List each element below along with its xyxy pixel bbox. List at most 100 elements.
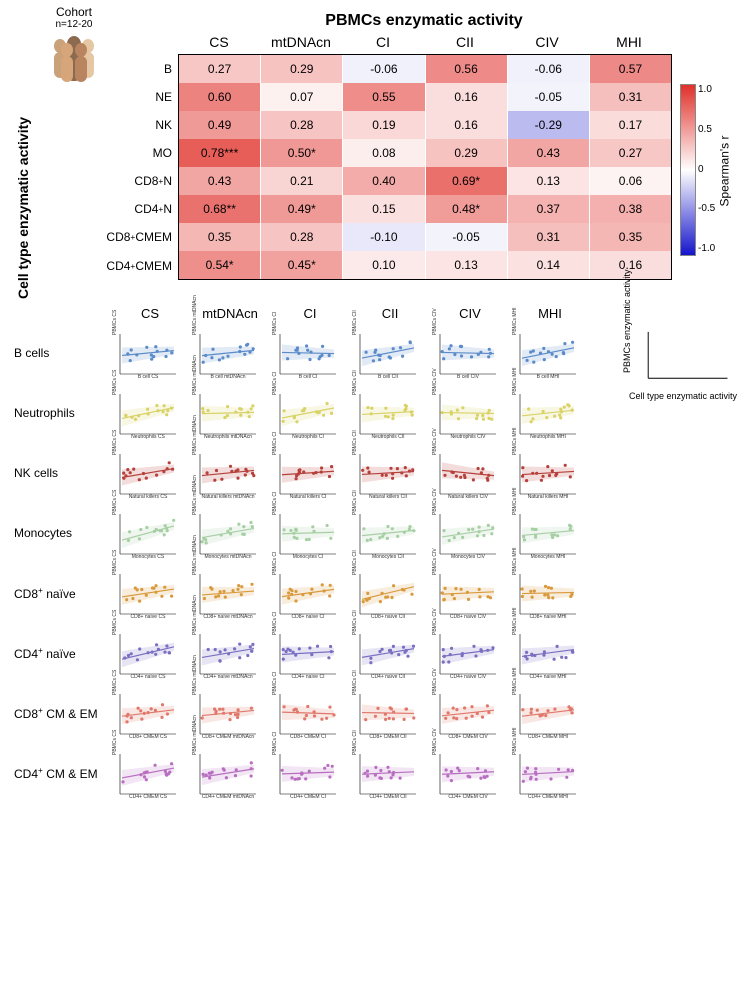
scatter-xlabel: Monocytes CIV <box>430 554 506 560</box>
heatmap-cell: 0.28 <box>260 111 342 139</box>
heatmap-cell: 0.10 <box>342 251 424 279</box>
scatter-ylabel: PBMCs MHI <box>512 308 518 336</box>
scatter-cell: CD4+ CMEM MHIPBMCs MHI <box>510 745 586 801</box>
scatter-xlabel: CD4+ CMEM CS <box>110 794 186 800</box>
scatter-cell: CD4+ CMEM CIPBMCs CI <box>270 745 346 801</box>
heatmap-row-label: NE <box>118 83 178 111</box>
scatter-xlabel: CD8+ naïve MHI <box>510 614 586 620</box>
scatter-xlabel: CD4+ naïve MHI <box>510 674 586 680</box>
heatmap-cell: 0.15 <box>342 195 424 223</box>
scatter-cell: Monocytes CIPBMCs CI <box>270 505 346 561</box>
heatmap-cell: 0.13 <box>507 167 589 195</box>
heatmap-cell: 0.43 <box>179 167 260 195</box>
scatter-cell: B cell CIVPBMCs CIV <box>430 325 506 381</box>
heatmap-cell: 0.17 <box>589 111 671 139</box>
scatter-cell: CD8+ naïve CIIPBMCs CII <box>350 565 426 621</box>
scatter-ylabel: PBMCs CI <box>272 612 278 635</box>
scatter-row-label: CD4+ naïve <box>0 645 110 661</box>
scatter-cell: CD4+ naïve CIIPBMCs CII <box>350 625 426 681</box>
scatter-col-header: CII <box>350 306 430 321</box>
scatter-xlabel: CD4+ naïve CII <box>350 674 426 680</box>
scatter-legend-x: Cell type enzymatic activity <box>628 391 738 401</box>
scatter-xlabel: Neutrophils CII <box>350 434 426 440</box>
scatter-cell: CD8+ naïve mtDNAcnPBMCs mtDNAcn <box>190 565 266 621</box>
heatmap-col-header: mtDNAcn <box>260 34 342 54</box>
scatter-xlabel: B cell CIV <box>430 374 506 380</box>
scatter-ylabel: PBMCs CI <box>272 312 278 335</box>
scatter-cell: CD8+ CMEM CIPBMCs CI <box>270 685 346 741</box>
scatter-xlabel: CD4+ naïve mtDNAcn <box>190 674 266 680</box>
scatter-xlabel: Monocytes MHI <box>510 554 586 560</box>
heatmap-cell: 0.50* <box>260 139 342 167</box>
scatter-ylabel: PBMCs CS <box>112 550 118 575</box>
scatter-xlabel: CD8+ CMEM CIV <box>430 734 506 740</box>
scatter-xlabel: CD8+ CMEM CS <box>110 734 186 740</box>
scatter-cell: CD8+ CMEM CSPBMCs CS <box>110 685 186 741</box>
scatter-row-label: Monocytes <box>0 526 110 540</box>
scatter-ylabel: PBMCs CII <box>352 370 358 395</box>
scatter-ylabel: PBMCs CI <box>272 372 278 395</box>
scatter-ylabel: PBMCs CIV <box>432 608 438 635</box>
scatter-row-label: CD8+ CM & EM <box>0 705 110 721</box>
scatter-ylabel: PBMCs CI <box>272 552 278 575</box>
scatter-xlabel: Natural killers mtDNAcn <box>190 494 266 500</box>
scatter-legend: PBMCs enzymatic activity Cell type enzym… <box>628 328 738 400</box>
scatter-ylabel: PBMCs MHI <box>512 668 518 696</box>
scatter-ylabel: PBMCs mtDNAcn <box>192 415 198 455</box>
scatter-cell: Neutrophils mtDNAcnPBMCs mtDNAcn <box>190 385 266 441</box>
heatmap-cell: 0.06 <box>589 167 671 195</box>
scatter-cell: Natural killers mtDNAcnPBMCs mtDNAcn <box>190 445 266 501</box>
scatter-xlabel: Neutrophils CIV <box>430 434 506 440</box>
scatter-xlabel: Neutrophils CS <box>110 434 186 440</box>
scatter-xlabel: CD4+ CMEM CII <box>350 794 426 800</box>
scatter-xlabel: CD8+ naïve CIV <box>430 614 506 620</box>
scatter-ylabel: PBMCs CII <box>352 550 358 575</box>
heatmap-cell: 0.08 <box>342 139 424 167</box>
heatmap-cell: -0.06 <box>507 55 589 83</box>
heatmap-row-label: CD4+ CMEM <box>118 251 178 280</box>
heatmap-cell: -0.05 <box>507 83 589 111</box>
scatter-ylabel: PBMCs MHI <box>512 428 518 456</box>
heatmap-cell: 0.54* <box>179 251 260 279</box>
scatter-xlabel: Natural killers CII <box>350 494 426 500</box>
scatter-cell: Neutrophils CIVPBMCs CIV <box>430 385 506 441</box>
colorbar-tick: 0 <box>698 164 715 175</box>
scatter-xlabel: CD8+ CMEM MHI <box>510 734 586 740</box>
scatter-ylabel: PBMCs CS <box>112 490 118 515</box>
heatmap-cell: -0.29 <box>507 111 589 139</box>
heatmap-cell: -0.10 <box>342 223 424 251</box>
scatter-cell: B cell mtDNAcnPBMCs mtDNAcn <box>190 325 266 381</box>
scatter-xlabel: Monocytes mtDNAcn <box>190 554 266 560</box>
scatter-ylabel: PBMCs CI <box>272 432 278 455</box>
heatmap-cell: 0.31 <box>589 83 671 111</box>
heatmap-cell: 0.21 <box>260 167 342 195</box>
heatmap-cell: 0.31 <box>507 223 589 251</box>
scatter-ylabel: PBMCs CIV <box>432 308 438 335</box>
scatter-panel: CSmtDNAcnCICIICIVMHI B cellsB cell CSPBM… <box>0 306 748 801</box>
scatter-xlabel: Monocytes CII <box>350 554 426 560</box>
heatmap-cell: 0.60 <box>179 83 260 111</box>
heatmap-col-header: CS <box>178 34 260 54</box>
scatter-cell: CD8+ naïve CIVPBMCs CIV <box>430 565 506 621</box>
scatter-cell: CD4+ CMEM mtDNAcnPBMCs mtDNAcn <box>190 745 266 801</box>
colorbar: 1.00.50-0.5-1.0 Spearman's r <box>680 84 734 274</box>
heatmap-row-label: B <box>118 54 178 83</box>
scatter-ylabel: PBMCs mtDNAcn <box>192 655 198 695</box>
scatter-xlabel: CD4+ CMEM MHI <box>510 794 586 800</box>
heatmap-cell: 0.29 <box>425 139 507 167</box>
scatter-row-label: B cells <box>0 346 110 360</box>
scatter-cell: Natural killers CSPBMCs CS <box>110 445 186 501</box>
heatmap-col-header: CII <box>424 34 506 54</box>
heatmap-cell: 0.35 <box>589 223 671 251</box>
scatter-xlabel: CD8+ CMEM CI <box>270 734 346 740</box>
scatter-xlabel: B cell CS <box>110 374 186 380</box>
scatter-cell: B cell CIIPBMCs CII <box>350 325 426 381</box>
heatmap-cell: 0.27 <box>179 55 260 83</box>
colorbar-tick: 1.0 <box>698 84 715 95</box>
heatmap-col-header: CIV <box>506 34 588 54</box>
scatter-ylabel: PBMCs MHI <box>512 488 518 516</box>
heatmap-cell: 0.29 <box>260 55 342 83</box>
scatter-ylabel: PBMCs CIV <box>432 368 438 395</box>
scatter-cell: B cell MHIPBMCs MHI <box>510 325 586 381</box>
scatter-cell: B cell CSPBMCs CS <box>110 325 186 381</box>
